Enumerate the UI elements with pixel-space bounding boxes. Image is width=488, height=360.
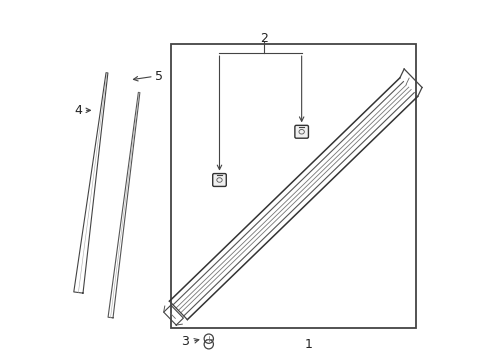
FancyBboxPatch shape bbox=[212, 174, 226, 186]
Text: 4: 4 bbox=[74, 104, 82, 117]
Text: 3: 3 bbox=[181, 335, 189, 348]
Text: 1: 1 bbox=[304, 338, 312, 351]
FancyBboxPatch shape bbox=[294, 125, 308, 138]
Bar bbox=[171, 44, 415, 328]
Text: 5: 5 bbox=[155, 70, 163, 83]
Text: 2: 2 bbox=[260, 32, 267, 45]
